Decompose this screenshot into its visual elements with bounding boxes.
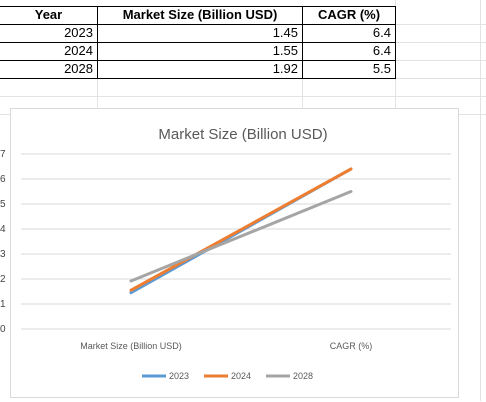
- table-borders: [0, 6, 396, 79]
- header-year[interactable]: Year: [34, 7, 63, 22]
- x-tick-label: CAGR (%): [330, 341, 373, 351]
- cell-market-size[interactable]: 1.45: [272, 25, 298, 40]
- cell-market-size[interactable]: 1.92: [272, 61, 298, 76]
- chart-title: Market Size (Billion USD): [158, 126, 327, 143]
- row-header: 7: [0, 149, 6, 160]
- legend-label-2024: 2024: [231, 371, 251, 381]
- row-header: 5: [0, 199, 6, 210]
- row-header: 2: [0, 274, 6, 285]
- series-line-2024[interactable]: [129, 167, 353, 292]
- line-chart[interactable]: Market Size (Billion USD) Market Size (B…: [10, 108, 459, 398]
- header-market-size[interactable]: Market Size (Billion USD): [122, 7, 278, 22]
- cell-year[interactable]: 2028: [64, 61, 93, 76]
- legend-label-2028: 2028: [293, 371, 313, 381]
- cell-year[interactable]: 2023: [64, 25, 93, 40]
- row-header: 6: [0, 174, 6, 185]
- row-header: 1: [0, 299, 6, 310]
- chart-canvas: Market Size (Billion USD) Market Size (B…: [21, 126, 451, 381]
- cell-cagr[interactable]: 6.4: [372, 25, 391, 40]
- x-tick-label: Market Size (Billion USD): [80, 341, 182, 351]
- header-cagr[interactable]: CAGR (%): [317, 7, 381, 22]
- row-header: 4: [0, 224, 6, 235]
- row-header: 0: [0, 324, 6, 335]
- cell-cagr[interactable]: 5.5: [372, 61, 391, 76]
- legend-label-2023: 2023: [169, 371, 189, 381]
- cell-cagr[interactable]: 6.4: [372, 43, 391, 58]
- cell-year[interactable]: 2024: [64, 43, 93, 58]
- series-line-2028[interactable]: [129, 190, 353, 283]
- cell-market-size[interactable]: 1.55: [272, 43, 298, 58]
- row-header: 3: [0, 249, 6, 260]
